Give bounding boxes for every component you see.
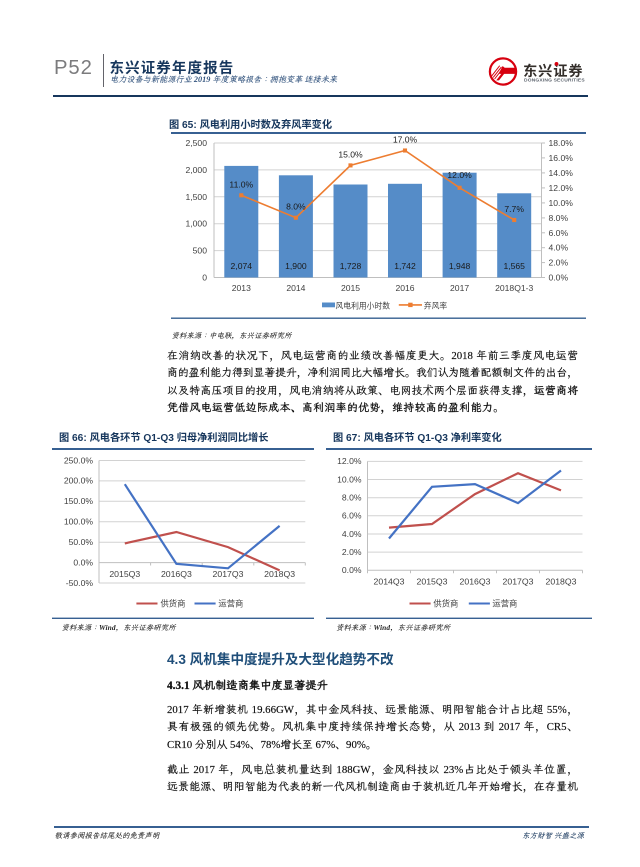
svg-text:东兴证券: 东兴证券 bbox=[523, 61, 583, 81]
svg-text:2014Q3: 2014Q3 bbox=[374, 577, 405, 587]
svg-text:50.0%: 50.0% bbox=[69, 537, 94, 547]
svg-text:2015: 2015 bbox=[341, 283, 360, 293]
svg-text:500: 500 bbox=[193, 246, 208, 256]
svg-text:运营商: 运营商 bbox=[492, 599, 517, 609]
svg-text:7.7%: 7.7% bbox=[504, 204, 524, 214]
svg-text:10.0%: 10.0% bbox=[549, 198, 574, 208]
svg-text:0.0%: 0.0% bbox=[73, 557, 93, 567]
svg-text:2018Q1-3: 2018Q1-3 bbox=[495, 283, 533, 293]
svg-text:-50.0%: -50.0% bbox=[66, 578, 94, 588]
svg-text:2013: 2013 bbox=[232, 283, 251, 293]
svg-text:16.0%: 16.0% bbox=[549, 153, 574, 163]
svg-text:2015Q3: 2015Q3 bbox=[109, 569, 140, 579]
svg-text:8.0%: 8.0% bbox=[549, 213, 569, 223]
svg-text:供货商: 供货商 bbox=[433, 599, 458, 609]
svg-text:弃风率: 弃风率 bbox=[424, 301, 448, 311]
svg-text:100.0%: 100.0% bbox=[64, 517, 94, 527]
svg-text:8.0%: 8.0% bbox=[342, 493, 362, 503]
svg-text:11.0%: 11.0% bbox=[229, 179, 253, 189]
svg-text:供货商: 供货商 bbox=[161, 599, 186, 609]
svg-text:1,500: 1,500 bbox=[185, 192, 207, 202]
svg-text:2018Q3: 2018Q3 bbox=[546, 577, 577, 587]
svg-text:2.0%: 2.0% bbox=[342, 547, 362, 557]
svg-text:2018Q3: 2018Q3 bbox=[264, 569, 295, 579]
svg-text:12.0%: 12.0% bbox=[337, 456, 362, 466]
svg-text:1,948: 1,948 bbox=[449, 261, 471, 271]
svg-text:2017Q3: 2017Q3 bbox=[213, 569, 244, 579]
svg-text:2014: 2014 bbox=[286, 283, 305, 293]
svg-text:2016: 2016 bbox=[395, 283, 414, 293]
svg-text:1,742: 1,742 bbox=[394, 261, 416, 271]
svg-text:8.0%: 8.0% bbox=[286, 202, 306, 212]
svg-text:风电利用小时数: 风电利用小时数 bbox=[336, 301, 391, 311]
svg-text:0.0%: 0.0% bbox=[549, 273, 569, 283]
svg-text:DONGXING SECURITIES: DONGXING SECURITIES bbox=[524, 78, 585, 84]
svg-text:14.0%: 14.0% bbox=[549, 168, 574, 178]
svg-text:1,565: 1,565 bbox=[503, 261, 525, 271]
svg-text:6.0%: 6.0% bbox=[342, 511, 362, 521]
svg-text:2,074: 2,074 bbox=[231, 261, 253, 271]
svg-text:18.0%: 18.0% bbox=[549, 138, 574, 148]
svg-text:4.0%: 4.0% bbox=[549, 243, 569, 253]
svg-text:15.0%: 15.0% bbox=[338, 149, 363, 159]
svg-text:2,500: 2,500 bbox=[185, 138, 207, 148]
svg-text:150.0%: 150.0% bbox=[64, 496, 94, 506]
svg-text:0: 0 bbox=[202, 273, 207, 283]
svg-text:250.0%: 250.0% bbox=[64, 455, 94, 465]
svg-text:1,728: 1,728 bbox=[340, 261, 362, 271]
svg-text:200.0%: 200.0% bbox=[64, 476, 94, 486]
svg-text:2015Q3: 2015Q3 bbox=[417, 577, 448, 587]
svg-text:12.0%: 12.0% bbox=[549, 183, 574, 193]
svg-text:6.0%: 6.0% bbox=[549, 228, 569, 238]
svg-text:4.0%: 4.0% bbox=[342, 529, 362, 539]
svg-text:17.0%: 17.0% bbox=[393, 136, 418, 145]
svg-text:2017: 2017 bbox=[450, 283, 469, 293]
svg-text:2.0%: 2.0% bbox=[549, 258, 569, 268]
svg-text:1,000: 1,000 bbox=[185, 219, 207, 229]
svg-text:2016Q3: 2016Q3 bbox=[161, 569, 192, 579]
svg-text:2016Q3: 2016Q3 bbox=[460, 577, 491, 587]
svg-text:2,000: 2,000 bbox=[185, 165, 207, 175]
svg-text:12.0%: 12.0% bbox=[447, 170, 472, 180]
svg-text:10.0%: 10.0% bbox=[337, 474, 362, 484]
svg-text:2017Q3: 2017Q3 bbox=[503, 577, 534, 587]
svg-text:0.0%: 0.0% bbox=[342, 565, 362, 575]
svg-text:运营商: 运营商 bbox=[218, 599, 243, 609]
svg-text:1,900: 1,900 bbox=[285, 261, 307, 271]
